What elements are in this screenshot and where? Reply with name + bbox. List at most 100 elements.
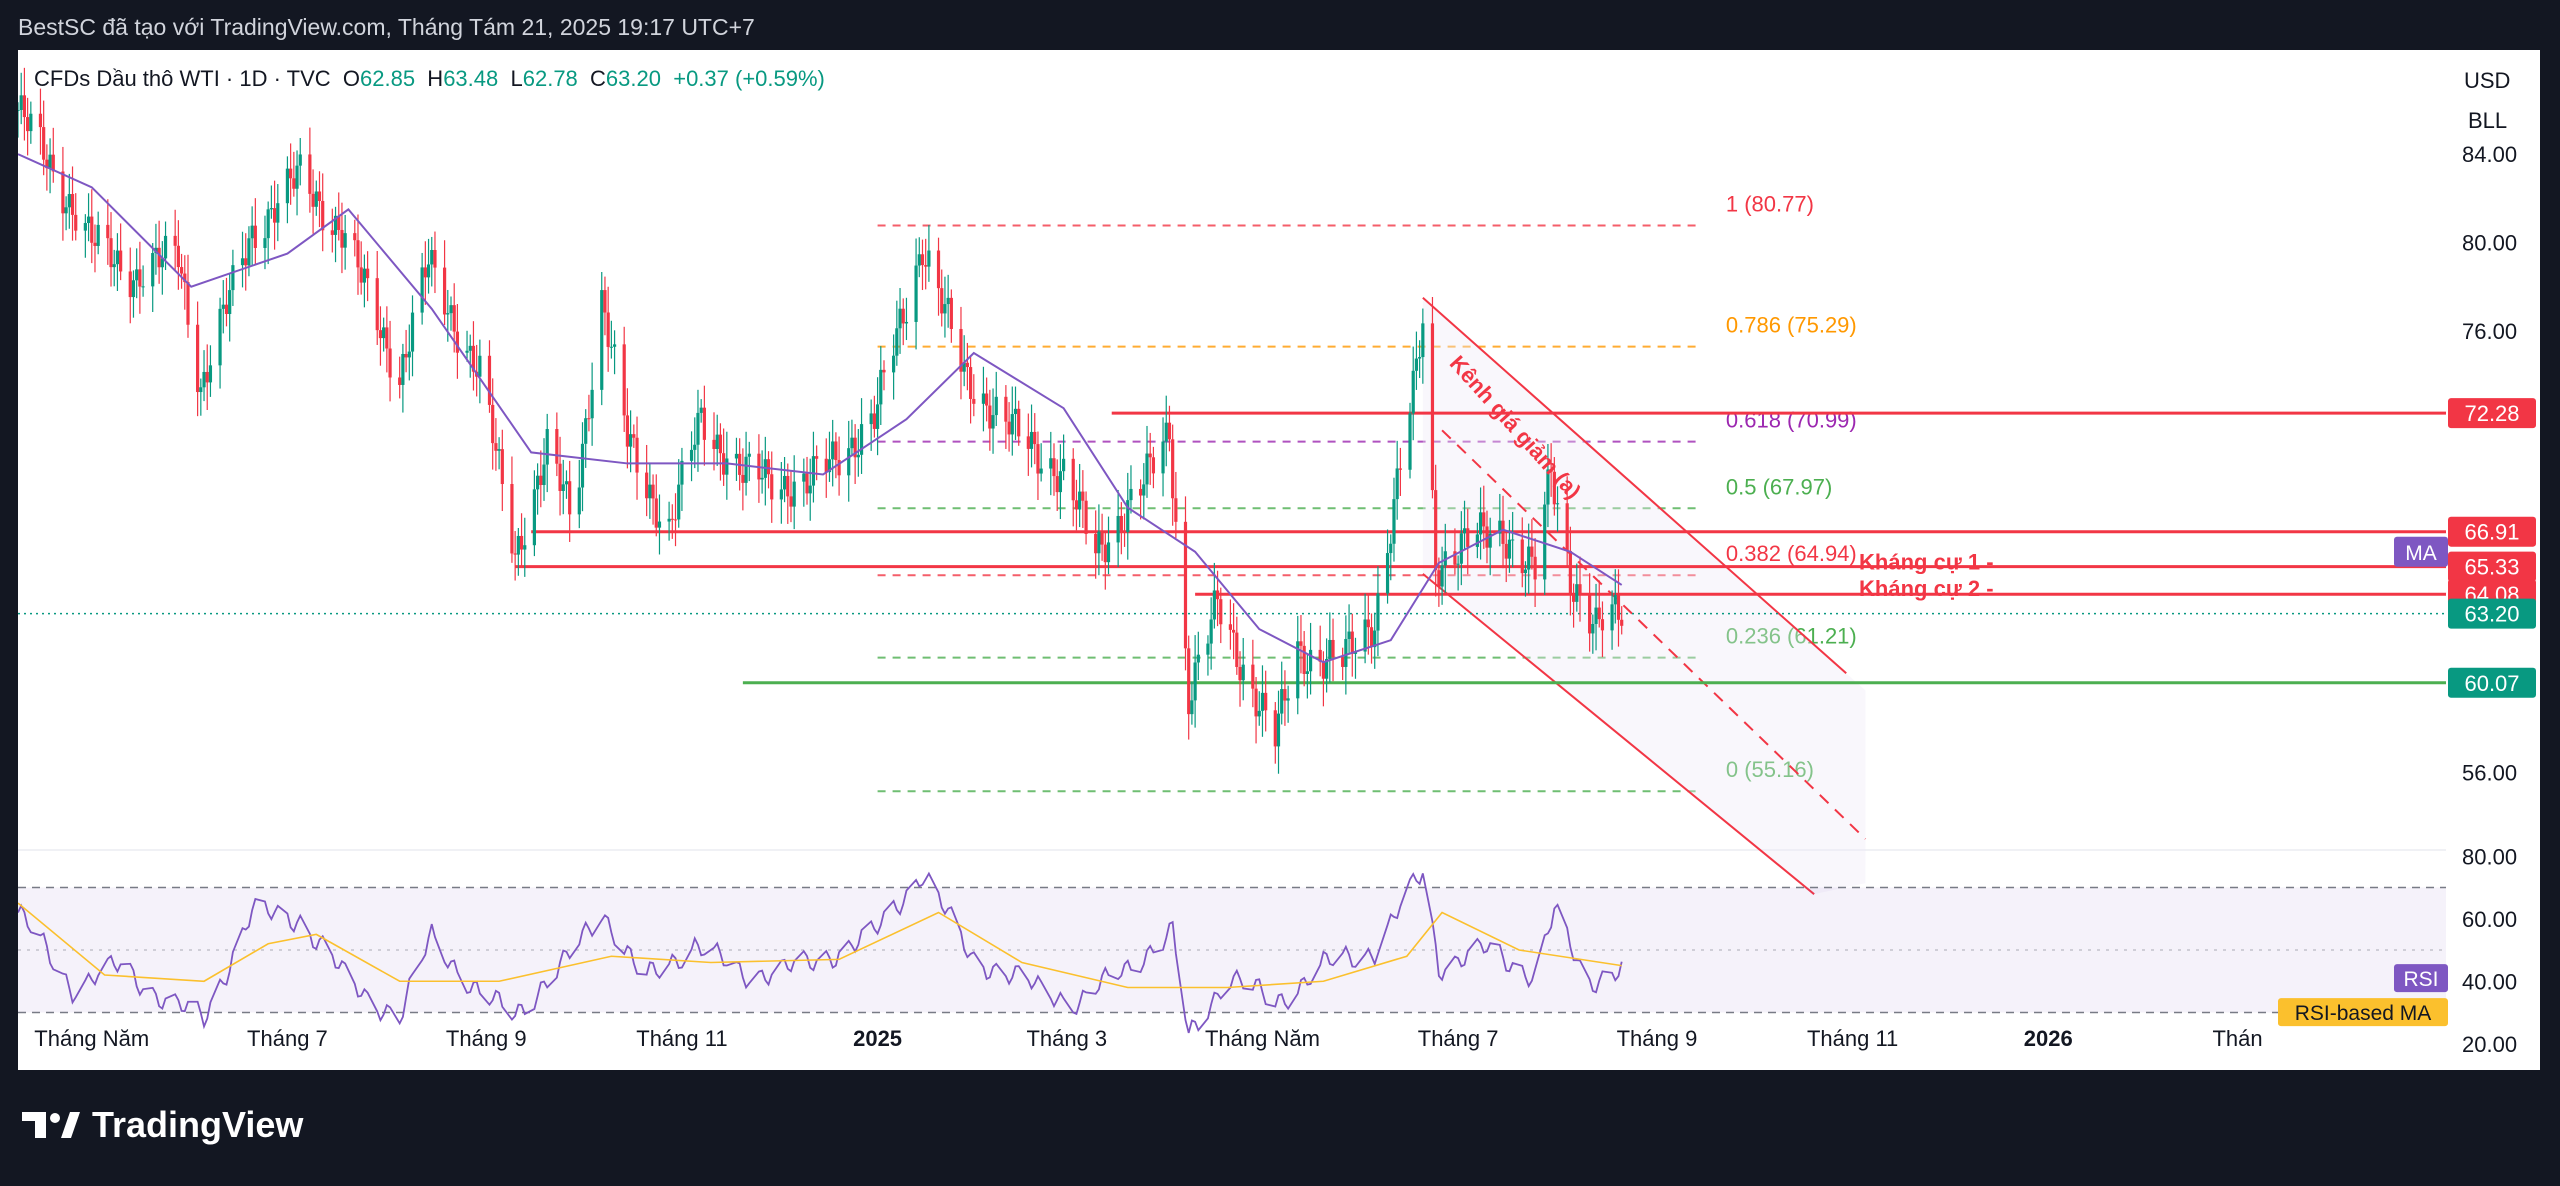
rsi-ma-tag: RSI-based MA — [2278, 998, 2448, 1027]
candle — [359, 241, 363, 295]
candle — [622, 326, 626, 432]
candle — [343, 214, 347, 270]
candle — [1036, 431, 1040, 501]
candle — [988, 389, 992, 451]
candle — [186, 254, 190, 338]
candle — [314, 180, 318, 216]
candle-body — [1299, 641, 1303, 646]
candle — [1523, 561, 1528, 597]
candle — [410, 295, 415, 377]
candle-body — [90, 216, 94, 243]
candle-body — [22, 95, 27, 118]
candle-body — [1527, 546, 1531, 570]
rsi-band-fill — [18, 887, 2446, 1013]
price-badge-2-text: 65.33 — [2464, 555, 2519, 580]
candle — [404, 329, 408, 373]
candle-body — [1094, 533, 1098, 554]
candle — [221, 280, 225, 334]
candle — [837, 436, 841, 496]
chart-canvas[interactable]: 1 (80.77) 0.786 (75.29) 0.618 (70.99) 0.5 (… — [18, 50, 2540, 1070]
candle — [1328, 612, 1332, 683]
candle-body — [42, 127, 46, 160]
candle-body — [250, 225, 254, 239]
candle — [1571, 583, 1576, 628]
candle — [1062, 434, 1066, 481]
candle — [1209, 597, 1213, 670]
candle-body — [321, 200, 325, 231]
candle-body — [314, 191, 318, 207]
candle-body — [834, 441, 838, 461]
bottom-bar — [0, 1070, 2560, 1186]
rsi-tag-bg — [2394, 964, 2448, 993]
candle — [491, 378, 495, 470]
candle-body — [782, 475, 787, 490]
channel-upper-line — [1422, 297, 1847, 675]
candle — [61, 146, 65, 241]
candle — [1302, 631, 1306, 687]
candle — [157, 220, 161, 284]
candle-body — [244, 258, 248, 266]
candle — [272, 180, 277, 250]
candle — [747, 441, 751, 482]
legend-low-label: L — [510, 66, 523, 91]
candle — [949, 289, 953, 343]
candle — [269, 185, 273, 219]
candle-body — [1389, 543, 1393, 554]
candle — [141, 265, 145, 297]
candle-body — [1318, 649, 1322, 662]
brand-name: TradingView — [92, 1104, 304, 1145]
candle-body — [1533, 556, 1537, 580]
candle-body — [667, 518, 671, 522]
candle — [1443, 523, 1447, 593]
candle — [792, 455, 796, 530]
candle — [86, 193, 91, 242]
top-bar: BestSC đã tạo với TradingView.com, Tháng… — [0, 0, 2560, 50]
legend-symbol[interactable]: CFDs Dầu thô WTI · 1D · TVC — [34, 66, 331, 91]
candle-body — [904, 321, 909, 324]
candle-body — [1142, 484, 1146, 496]
candle — [388, 320, 392, 402]
candle — [311, 169, 315, 234]
rsi-tag-text: RSI — [2403, 968, 2438, 991]
candle — [802, 458, 806, 507]
candle-body — [1475, 534, 1479, 547]
candle — [1007, 402, 1011, 452]
candle-body — [1004, 396, 1008, 422]
moving-average-line — [18, 153, 1623, 664]
chart-panel[interactable]: 1 (80.77) 0.786 (75.29) 0.618 (70.99) 0.5 (… — [18, 50, 2540, 1070]
candle-body — [423, 267, 427, 278]
candle-body — [378, 330, 383, 339]
price-badge-1-bg — [2448, 516, 2536, 547]
candle — [1174, 471, 1178, 539]
candle-body — [401, 353, 405, 385]
candle — [1575, 563, 1579, 612]
candle-body — [555, 429, 559, 464]
candle-body — [1264, 692, 1268, 711]
candle-body — [654, 498, 658, 528]
candle — [1122, 513, 1127, 547]
candle — [1568, 526, 1572, 616]
candle-body — [1325, 658, 1329, 679]
candle-body — [471, 345, 476, 372]
candle — [179, 253, 184, 289]
candle-body — [1276, 713, 1281, 747]
candle — [901, 298, 905, 346]
candle — [250, 206, 254, 266]
tradingview-logo[interactable]: TradingView — [22, 1104, 303, 1146]
candle — [1308, 622, 1313, 695]
candle-body — [1174, 498, 1178, 522]
candle-body — [1033, 431, 1037, 445]
candle — [940, 269, 944, 327]
candle — [356, 214, 360, 295]
candle — [1116, 490, 1120, 568]
candle-body — [1010, 414, 1014, 435]
candle — [1331, 618, 1335, 682]
candle — [1052, 443, 1056, 496]
candle-body — [1363, 619, 1367, 652]
candle — [1049, 431, 1053, 496]
candle — [1597, 580, 1601, 628]
candle — [875, 377, 880, 456]
candle — [1610, 590, 1614, 650]
candle — [1565, 476, 1569, 568]
candle — [1129, 465, 1133, 514]
